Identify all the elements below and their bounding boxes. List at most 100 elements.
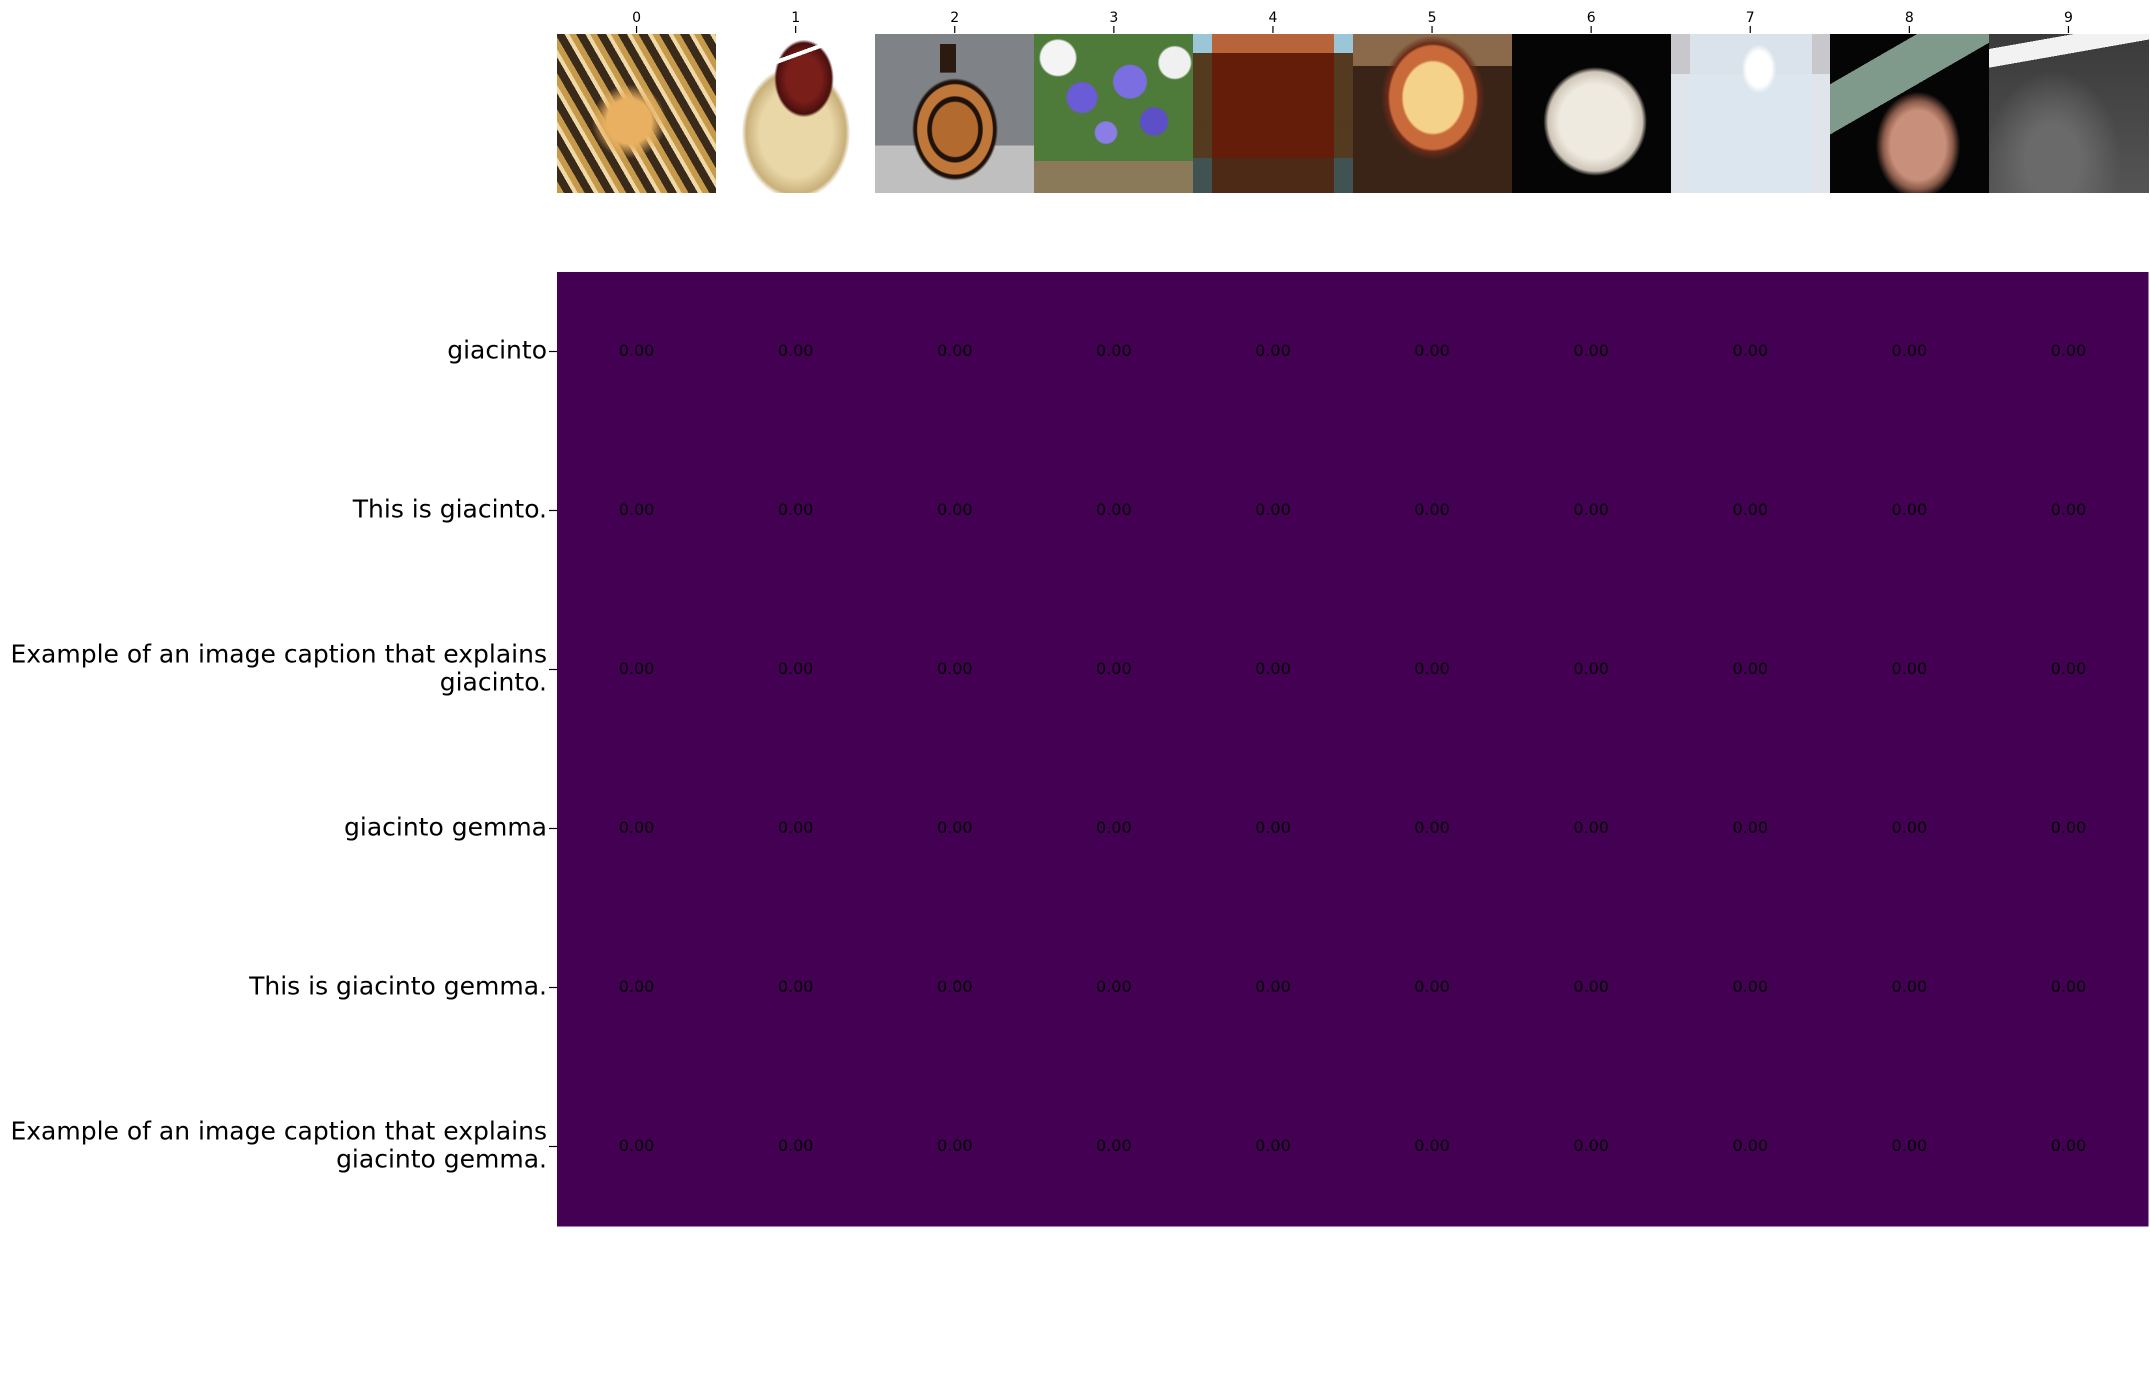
cell-value-label: 0.00	[1892, 659, 1928, 678]
heatmap-cell	[557, 1067, 717, 1227]
heatmap-cell	[557, 272, 717, 432]
cell-value-label: 0.00	[1892, 977, 1928, 996]
y-tick-label-line: giacinto	[447, 336, 547, 365]
y-tick-label: giacinto	[447, 336, 547, 365]
heatmap-cell	[716, 749, 876, 909]
y-tick-label: Example of an image caption that explain…	[10, 640, 547, 697]
cell-value-label: 0.00	[1892, 500, 1928, 519]
glass-of-water-photo	[1670, 34, 1831, 193]
cell-value-label: 0.00	[1414, 1136, 1450, 1155]
heatmap-cell	[1352, 272, 1513, 432]
cell-value-label: 0.00	[1255, 818, 1291, 837]
heatmap-cell	[1034, 272, 1194, 432]
heatmap-cell	[1670, 590, 1831, 750]
heatmap-cell	[875, 1067, 1035, 1227]
cell-value-label: 0.00	[619, 818, 655, 837]
y-tick-label-line: This is giacinto.	[352, 495, 547, 524]
cell-value-label: 0.00	[1414, 341, 1450, 360]
heatmap-cell	[1511, 908, 1672, 1068]
cell-value-label: 0.00	[2051, 659, 2087, 678]
y-tick-label-line: This is giacinto gemma.	[248, 972, 547, 1001]
heatmap-cell	[1511, 431, 1672, 591]
cell-value-label: 0.00	[1255, 977, 1291, 996]
heatmap-cell	[1352, 908, 1513, 1068]
heatmap-cell	[1670, 431, 1831, 591]
heatmap-cell	[1352, 590, 1513, 750]
cell-value-label: 0.00	[1573, 818, 1609, 837]
cell-value-label: 0.00	[2051, 500, 2087, 519]
heatmap-cell	[1829, 590, 1990, 750]
heatmap-cell	[1193, 749, 1353, 909]
heatmap-cell	[1352, 749, 1513, 909]
x-tick-label: 8	[1905, 10, 1914, 26]
cell-value-label: 0.00	[1255, 1136, 1291, 1155]
heatmap-cell	[1352, 431, 1513, 591]
x-tick-label: 7	[1746, 10, 1755, 26]
x-tick-label: 6	[1587, 10, 1596, 26]
y-tick-label: This is giacinto gemma.	[248, 972, 547, 1001]
y-tick-label-line: giacinto gemma.	[336, 1145, 547, 1174]
glass-tube-powder-photo	[1988, 34, 2149, 193]
cell-value-label: 0.00	[2051, 977, 2087, 996]
cell-value-label: 0.00	[1096, 659, 1132, 678]
y-tick-label-line: Example of an image caption that explain…	[10, 1117, 547, 1146]
heatmap-cell	[1670, 272, 1831, 432]
x-tick-label: 5	[1428, 10, 1437, 26]
cell-value-label: 0.00	[1255, 341, 1291, 360]
cell-value-label: 0.00	[1096, 341, 1132, 360]
heatmap-cell	[1988, 272, 2149, 432]
cell-value-label: 0.00	[1732, 1136, 1768, 1155]
heatmap-cell	[875, 908, 1035, 1068]
red-crystal-on-rock-photo	[716, 34, 877, 193]
cell-value-label: 0.00	[2051, 341, 2087, 360]
heatmap-cell	[1670, 908, 1831, 1068]
heatmap-cell	[557, 590, 717, 750]
greek-vase-photo	[875, 34, 1036, 193]
cell-value-label: 0.00	[1892, 1136, 1928, 1155]
cell-value-label: 0.00	[1732, 500, 1768, 519]
heatmap-cell	[1988, 1067, 2149, 1227]
y-tick-label: Example of an image caption that explain…	[10, 1117, 547, 1174]
y-tick-label-line: giacinto.	[440, 668, 547, 697]
cell-value-label: 0.00	[619, 341, 655, 360]
x-tick-label: 2	[950, 10, 959, 26]
heatmap-cell	[1829, 749, 1990, 909]
cell-value-label: 0.00	[1255, 500, 1291, 519]
heatmap-cell	[1829, 272, 1990, 432]
cell-value-label: 0.00	[1892, 341, 1928, 360]
cell-value-label: 0.00	[778, 500, 814, 519]
heatmap-cell	[1352, 1067, 1513, 1227]
cell-value-label: 0.00	[778, 1136, 814, 1155]
cell-value-label: 0.00	[2051, 1136, 2087, 1155]
heatmap-cell	[557, 431, 717, 591]
cell-value-label: 0.00	[2051, 818, 2087, 837]
cell-value-label: 0.00	[1414, 500, 1450, 519]
cell-value-label: 0.00	[1573, 341, 1609, 360]
heatmap-cell	[1193, 590, 1353, 750]
cell-value-label: 0.00	[1096, 977, 1132, 996]
x-tick-label: 0	[632, 10, 641, 26]
heatmap-cell	[1193, 431, 1353, 591]
heatmap-cell	[1988, 749, 2149, 909]
heatmap-cell	[716, 590, 876, 750]
cell-value-label: 0.00	[1414, 977, 1450, 996]
heatmap-cell	[1034, 749, 1194, 909]
cell-value-label: 0.00	[937, 659, 973, 678]
cell-value-label: 0.00	[619, 977, 655, 996]
heatmap-cell	[1670, 1067, 1831, 1227]
cell-value-label: 0.00	[1414, 659, 1450, 678]
heatmap-cell	[1988, 431, 2149, 591]
x-tick-label: 9	[2064, 10, 2073, 26]
y-tick-label: giacinto gemma	[344, 813, 547, 842]
white-shell-photo	[1511, 34, 1672, 193]
cell-value-label: 0.00	[1892, 818, 1928, 837]
heatmap-cell	[1193, 272, 1353, 432]
hyacinth-flowers-photo	[1034, 34, 1195, 193]
heatmap-cell	[716, 431, 876, 591]
cell-value-label: 0.00	[937, 1136, 973, 1155]
heatmap-cell	[1511, 590, 1672, 750]
x-tick-label: 3	[1109, 10, 1118, 26]
cell-value-label: 0.00	[1573, 659, 1609, 678]
heatmap-cell	[1829, 1067, 1990, 1227]
cell-value-label: 0.00	[937, 818, 973, 837]
